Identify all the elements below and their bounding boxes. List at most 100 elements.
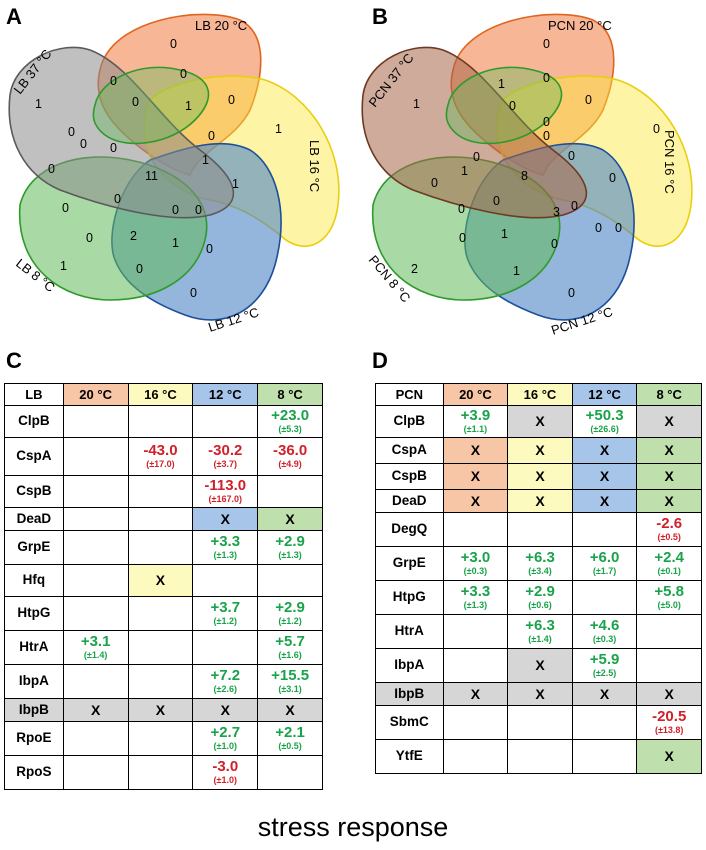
empty-cell (62, 721, 129, 756)
venn-count: 2 (411, 262, 418, 276)
venn-count: 0 (543, 37, 550, 51)
panel-letter-b: B (372, 4, 388, 29)
fold-change-value: +2.9 (275, 599, 305, 617)
fold-change-error: (±1.2) (278, 616, 302, 627)
venn-count: 1 (501, 227, 508, 241)
gene-name: DeaD (4, 507, 64, 531)
fold-change-error: (±5.0) (657, 600, 681, 611)
table-row: GrpE +3.3 (±1.3) +2.9 (±1.3) (4, 530, 323, 565)
fold-change-value: +6.0 (589, 549, 620, 567)
gene-name: CspA (375, 437, 444, 464)
fold-change-value: +4.6 (589, 617, 620, 635)
fold-change-error: (±3.4) (528, 566, 552, 577)
empty-cell (257, 564, 323, 597)
x-mark-cell: X (257, 507, 323, 531)
venn-count: 0 (543, 115, 550, 129)
venn-label-16: LB 16 °C (307, 140, 322, 192)
x-mark-cell: X (507, 682, 573, 706)
venn-label-20: LB 20 °C (195, 18, 247, 33)
column-header: 8 °C (257, 383, 323, 406)
x-mark-cell: X (442, 463, 509, 490)
fold-change-cell: +3.1 (±1.4) (62, 630, 129, 665)
venn-count: 0 (653, 122, 660, 136)
fold-change-cell: +6.3 (±3.4) (507, 546, 573, 581)
table-row: DeaD X X (4, 507, 323, 531)
x-mark-cell: X (636, 405, 702, 438)
venn-count: 1 (202, 153, 209, 167)
gene-name: CspA (4, 437, 64, 476)
fold-change-value: +3.1 (80, 633, 111, 651)
empty-cell (507, 739, 573, 774)
fold-change-error: (±2.5) (592, 668, 617, 679)
x-mark: X (220, 510, 230, 527)
venn-count: 0 (571, 199, 578, 213)
empty-cell (257, 755, 323, 790)
venn-count: 0 (585, 93, 592, 107)
empty-cell (442, 705, 509, 740)
fold-change-value: +2.7 (210, 724, 241, 742)
fold-change-error: (±17.0) (146, 459, 175, 470)
gene-name: HtpG (4, 596, 64, 631)
fold-change-cell: +4.6 (±0.3) (571, 614, 638, 649)
venn-count: 0 (458, 202, 465, 216)
x-mark-cell: X (571, 489, 638, 513)
table-row: HtrA +6.3 (±1.4) +4.6 (±0.3) (375, 614, 702, 649)
fold-change-cell: -20.5 (±13.8) (636, 705, 702, 740)
fold-change-error: (±1.3) (463, 600, 488, 611)
column-header: 20 °C (442, 383, 509, 406)
table-lb: LB 20 °C 16 °C 12 °C 8 °C ClpB +23.0 (±5.3) CspA… (4, 383, 323, 790)
venn-count: 0 (110, 74, 117, 88)
table-row: IbpB X X X X (4, 698, 323, 722)
x-mark: X (470, 468, 481, 485)
fold-change-value: +5.9 (589, 651, 620, 669)
x-mark: X (535, 442, 545, 459)
x-mark: X (535, 468, 545, 485)
gene-name: IbpB (375, 682, 444, 706)
venn-count: 1 (498, 77, 505, 91)
table-row: IbpA +7.2 (±2.6) +15.5 (±3.1) (4, 664, 323, 699)
gene-name: SbmC (375, 705, 444, 740)
venn-count: 0 (170, 37, 177, 51)
venn-count: 0 (228, 93, 235, 107)
fold-change-value: +5.8 (654, 583, 684, 601)
x-mark: X (535, 685, 545, 702)
fold-change-error: (±3.1) (278, 684, 302, 695)
venn-count: 1 (232, 177, 239, 191)
venn-count: 1 (513, 264, 520, 278)
fold-change-error: (±13.8) (654, 725, 684, 736)
fold-change-value: +2.9 (275, 533, 305, 551)
venn-count: 1 (275, 122, 282, 136)
fold-change-value: +6.3 (525, 549, 555, 567)
venn-count: 0 (615, 221, 622, 235)
fold-change-value: +2.4 (654, 549, 684, 567)
fold-change-cell: +3.0 (±0.3) (442, 546, 509, 581)
table-corner-label: LB (4, 383, 64, 406)
empty-cell (571, 512, 638, 547)
fold-change-cell: -3.0 (±1.0) (192, 755, 259, 790)
fold-change-cell: +3.9 (±1.1) (442, 405, 509, 438)
venn-count: 0 (68, 125, 75, 139)
fold-change-cell: +2.4 (±0.1) (636, 546, 702, 581)
venn-count: 1 (172, 236, 179, 250)
venn-count: 0 (136, 262, 143, 276)
gene-name: ClpB (375, 405, 444, 438)
fold-change-error: (±1.3) (213, 550, 237, 561)
empty-cell (442, 614, 509, 649)
fold-change-value: +15.5 (271, 667, 310, 685)
empty-cell (62, 664, 129, 699)
x-mark-cell: X (127, 698, 194, 722)
gene-name: DegQ (375, 512, 444, 547)
x-mark: X (599, 442, 610, 459)
empty-cell (442, 512, 509, 547)
venn-count: 0 (172, 203, 179, 217)
venn-count: 0 (114, 192, 121, 206)
gene-name: RpoS (4, 755, 64, 790)
fold-change-error: (±0.5) (657, 532, 681, 543)
column-header: 16 °C (507, 383, 573, 406)
empty-cell (127, 664, 194, 699)
table-row: SbmC -20.5 (±13.8) (375, 705, 702, 740)
empty-cell (127, 721, 194, 756)
gene-name: Hfq (4, 564, 64, 597)
fold-change-error: (±1.4) (528, 634, 552, 645)
gene-name: DeaD (375, 489, 444, 513)
